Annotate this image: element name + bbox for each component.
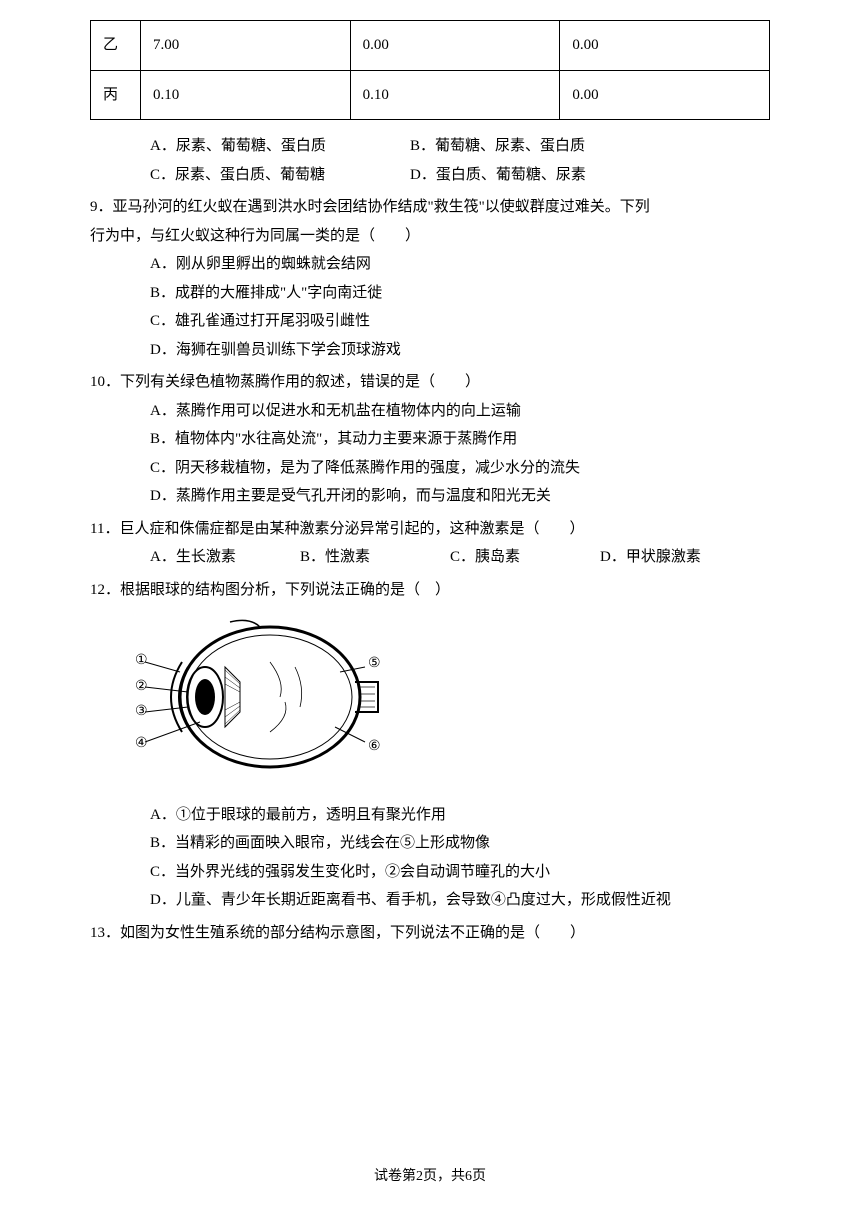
cell: 0.00 <box>560 70 770 120</box>
q12-text: 12．根据眼球的结构图分析，下列说法正确的是（ ） <box>90 576 770 605</box>
label-4: ④ <box>135 736 148 751</box>
label-2: ② <box>135 679 148 694</box>
q10-text: 10．下列有关绿色植物蒸腾作用的叙述，错误的是（ ） <box>90 368 770 397</box>
q8-options-row1: A．尿素、葡萄糖、蛋白质 B．葡萄糖、尿素、蛋白质 <box>90 132 770 161</box>
option-d: D．海狮在驯兽员训练下学会顶球游戏 <box>90 336 770 365</box>
data-table: 乙 7.00 0.00 0.00 丙 0.10 0.10 0.00 <box>90 20 770 120</box>
cell: 0.10 <box>141 70 351 120</box>
option-d: D．儿童、青少年长期近距离看书、看手机，会导致④凸度过大，形成假性近视 <box>90 886 770 915</box>
option-c: C．胰岛素 <box>450 543 600 572</box>
option-c: C．尿素、蛋白质、葡萄糖 <box>150 161 410 190</box>
option-a: A．蒸腾作用可以促进水和无机盐在植物体内的向上运输 <box>90 397 770 426</box>
option-b: B．葡萄糖、尿素、蛋白质 <box>410 132 585 161</box>
q8-options-row2: C．尿素、蛋白质、葡萄糖 D．蛋白质、葡萄糖、尿素 <box>90 161 770 190</box>
q9-line1: 9．亚马孙河的红火蚁在遇到洪水时会团结协作结成"救生筏"以使蚁群度过难关。下列 <box>90 193 770 222</box>
option-d: D．蒸腾作用主要是受气孔开闭的影响，而与温度和阳光无关 <box>90 482 770 511</box>
option-b: B．性激素 <box>300 543 450 572</box>
q11-options: A．生长激素 B．性激素 C．胰岛素 D．甲状腺激素 <box>90 543 770 572</box>
question-13: 13．如图为女性生殖系统的部分结构示意图，下列说法不正确的是（ ） <box>90 919 770 948</box>
option-b: B．成群的大雁排成"人"字向南迁徙 <box>90 279 770 308</box>
q11-text: 11．巨人症和侏儒症都是由某种激素分泌异常引起的，这种激素是（ ） <box>90 515 770 544</box>
question-9: 9．亚马孙河的红火蚁在遇到洪水时会团结协作结成"救生筏"以使蚁群度过难关。下列 … <box>90 193 770 364</box>
option-c: C．阴天移栽植物，是为了降低蒸腾作用的强度，减少水分的流失 <box>90 454 770 483</box>
label-1: ① <box>135 653 148 668</box>
question-12: 12．根据眼球的结构图分析，下列说法正确的是（ ） ① ② ③ ④ ⑤ <box>90 576 770 915</box>
cell: 乙 <box>91 21 141 71</box>
cell: 0.00 <box>560 21 770 71</box>
option-b: B．当精彩的画面映入眼帘，光线会在⑤上形成物像 <box>90 829 770 858</box>
question-10: 10．下列有关绿色植物蒸腾作用的叙述，错误的是（ ） A．蒸腾作用可以促进水和无… <box>90 368 770 511</box>
label-3: ③ <box>135 704 148 719</box>
option-c: C．雄孔雀通过打开尾羽吸引雌性 <box>90 307 770 336</box>
cell: 7.00 <box>141 21 351 71</box>
option-a: A．尿素、葡萄糖、蛋白质 <box>150 132 410 161</box>
cell: 0.10 <box>350 70 560 120</box>
table-row: 乙 7.00 0.00 0.00 <box>91 21 770 71</box>
option-b: B．植物体内"水往高处流"，其动力主要来源于蒸腾作用 <box>90 425 770 454</box>
eye-diagram: ① ② ③ ④ ⑤ ⑥ <box>130 612 380 782</box>
label-6: ⑥ <box>368 739 380 754</box>
option-d: D．蛋白质、葡萄糖、尿素 <box>410 161 586 190</box>
cell: 丙 <box>91 70 141 120</box>
cell: 0.00 <box>350 21 560 71</box>
label-5: ⑤ <box>368 656 380 671</box>
table-row: 丙 0.10 0.10 0.00 <box>91 70 770 120</box>
q9-line2: 行为中，与红火蚁这种行为同属一类的是（ ） <box>90 222 770 251</box>
option-a: A．①位于眼球的最前方，透明且有聚光作用 <box>90 801 770 830</box>
option-d: D．甲状腺激素 <box>600 543 750 572</box>
option-c: C．当外界光线的强弱发生变化时，②会自动调节瞳孔的大小 <box>90 858 770 887</box>
option-a: A．刚从卵里孵出的蜘蛛就会结网 <box>90 250 770 279</box>
q13-text: 13．如图为女性生殖系统的部分结构示意图，下列说法不正确的是（ ） <box>90 919 770 948</box>
page-footer: 试卷第2页，共6页 <box>0 1164 860 1191</box>
question-11: 11．巨人症和侏儒症都是由某种激素分泌异常引起的，这种激素是（ ） A．生长激素… <box>90 515 770 572</box>
option-a: A．生长激素 <box>150 543 300 572</box>
